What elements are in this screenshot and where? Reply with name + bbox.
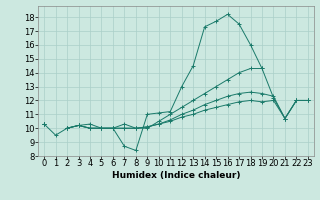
X-axis label: Humidex (Indice chaleur): Humidex (Indice chaleur) (112, 171, 240, 180)
